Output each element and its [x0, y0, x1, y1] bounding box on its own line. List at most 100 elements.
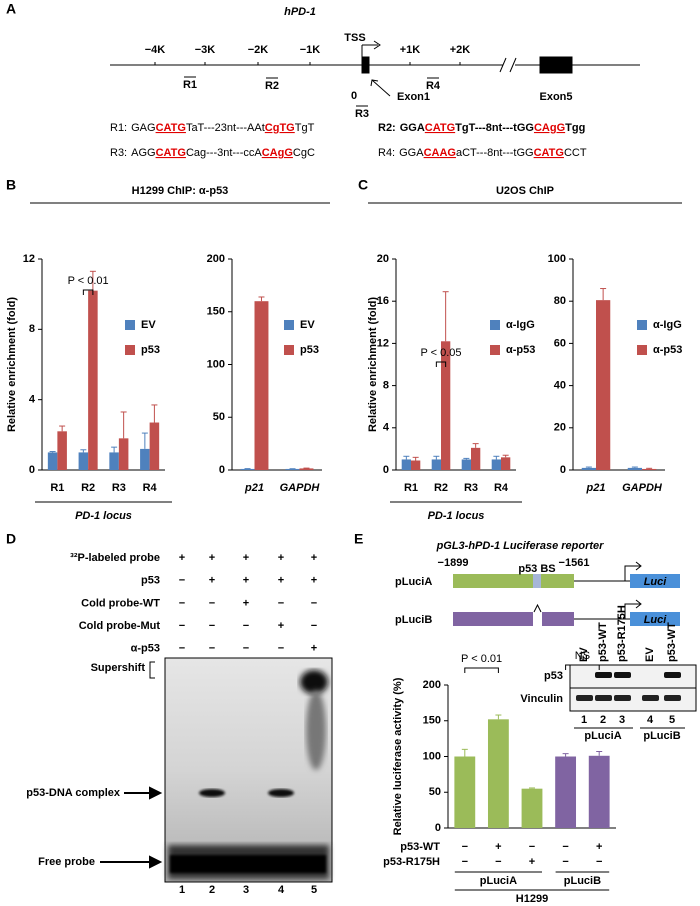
region-label: R2 — [265, 80, 279, 92]
site-motif: CATG — [156, 122, 186, 134]
bar — [642, 468, 657, 470]
map-tick-label: +2K — [450, 44, 471, 56]
site-motif: CAgG — [262, 147, 293, 159]
condition-sign: − — [209, 643, 215, 655]
bar — [118, 438, 129, 470]
protein-label: p53 — [544, 670, 563, 682]
group-label: pLuciA — [584, 730, 621, 742]
lane-number: 2 — [600, 714, 606, 726]
bar — [411, 460, 421, 470]
legend-swatch — [125, 320, 135, 330]
lane-number: 4 — [278, 884, 285, 896]
y-tick-label: 0 — [219, 464, 225, 476]
significance-bracket — [82, 289, 94, 295]
legend-swatch — [490, 345, 500, 355]
gene-label: Luci — [644, 576, 668, 588]
bar — [254, 301, 269, 470]
y-tick-label: 100 — [548, 253, 566, 265]
exon5-label: Exon5 — [539, 91, 572, 103]
condition-sign: − — [179, 620, 185, 632]
y-tick-label: 50 — [213, 411, 225, 423]
bar — [454, 756, 476, 828]
bar — [149, 422, 160, 470]
condition-sign: − — [311, 597, 317, 609]
gene-label: Luci — [644, 614, 668, 626]
y-axis-label: Relative enrichment (fold) — [6, 297, 18, 432]
legend-swatch — [490, 320, 500, 330]
legend-label: α-IgG — [653, 319, 682, 331]
bar — [140, 448, 150, 470]
condition-sign: + — [311, 643, 317, 655]
y-tick-label: 12 — [23, 253, 35, 265]
condition-sign: − — [495, 856, 501, 868]
condition-sign: + — [278, 620, 284, 632]
condition-sign: − — [209, 620, 215, 632]
position-label: −1561 — [559, 557, 590, 569]
cell-line-label: H1299 — [516, 893, 548, 905]
bar — [471, 447, 481, 470]
sequence-part: TaT---23nt---AAt — [186, 122, 265, 134]
lane-number: 5 — [669, 714, 675, 726]
condition-sign: + — [596, 841, 602, 853]
x-tick-label: R2 — [434, 482, 448, 494]
site-motif: CgTG — [265, 122, 295, 134]
condition-sign: + — [278, 575, 284, 587]
sequence-part: GGA — [400, 122, 425, 134]
bar — [627, 467, 642, 470]
map-tick-label: −3K — [195, 44, 216, 56]
bar — [588, 755, 610, 828]
sequence-part: aCT---8nt---tGG — [456, 147, 534, 159]
x-tick-label: R4 — [494, 482, 509, 494]
panel-label: C — [358, 177, 368, 193]
gel-markers — [100, 661, 163, 869]
bar — [491, 459, 501, 470]
condition-sign: − — [278, 643, 284, 655]
y-tick-label: 0 — [435, 822, 441, 834]
gel-image — [164, 657, 333, 883]
gene-title: hPD-1 — [284, 6, 316, 18]
sequence-part: Cag---3nt---ccA — [186, 147, 262, 159]
x-tick-label: R2 — [81, 482, 95, 494]
sequence-name: R3: — [110, 147, 127, 159]
construct-label: pLuciA — [395, 576, 432, 588]
condition-sign: − — [596, 856, 602, 868]
y-tick-label: 80 — [554, 295, 566, 307]
site-motif: CAgG — [534, 122, 565, 134]
condition-sign: − — [462, 841, 468, 853]
construct-label: pLuciB — [395, 614, 432, 626]
condition-sign: − — [278, 597, 284, 609]
y-tick-label: 200 — [207, 253, 225, 265]
condition-sign: + — [278, 552, 284, 564]
condition-sign: − — [562, 856, 568, 868]
condition-sign: + — [311, 552, 317, 564]
bar — [596, 300, 611, 470]
site-motif: CAAG — [424, 147, 456, 159]
condition-label: ³²P-labeled probe — [70, 552, 160, 564]
reporter-constructs — [453, 561, 680, 626]
bar — [521, 788, 543, 828]
panel-label: E — [354, 531, 363, 547]
lane-label: EV — [644, 647, 656, 662]
y-tick-label: 100 — [207, 358, 225, 370]
sequence-part: TgT---8nt---tGG — [455, 122, 534, 134]
significance-label: P < 0.01 — [461, 653, 502, 665]
legend-label: p53 — [141, 344, 160, 356]
significance-bracket — [435, 361, 447, 367]
map-tick-label: −1K — [300, 44, 321, 56]
x-tick-label: p21 — [586, 482, 606, 494]
site-motif: CATG — [156, 147, 186, 159]
sequence-part: TgT — [295, 122, 315, 134]
sequence: R2: GGACATGTgT---8nt---tGGCAgGTgg — [378, 122, 585, 134]
protein-label: Vinculin — [520, 693, 563, 705]
legend-swatch — [637, 320, 647, 330]
y-tick-label: 4 — [29, 394, 36, 406]
panel-label: D — [6, 531, 16, 547]
condition-sign: − — [243, 643, 249, 655]
bar — [47, 452, 58, 470]
sequence-part: CgC — [293, 147, 315, 159]
sequence-name: R2: — [378, 122, 396, 134]
y-tick-label: 200 — [423, 679, 441, 691]
bar — [431, 459, 441, 470]
y-tick-label: 100 — [423, 750, 441, 762]
bar — [109, 452, 119, 470]
